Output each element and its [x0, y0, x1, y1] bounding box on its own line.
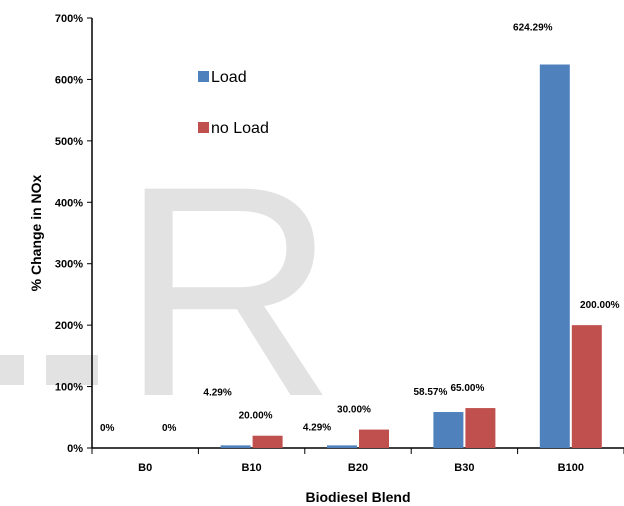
data-label: 0% [100, 423, 115, 434]
x-tick-label: B100 [558, 462, 584, 474]
x-tick-label: B20 [348, 462, 368, 474]
legend-swatch-load [198, 71, 209, 82]
legend-label-no-load: no Load [211, 120, 269, 137]
data-label: 4.29% [303, 422, 331, 433]
data-label: 0% [162, 423, 177, 434]
y-ticks: 0% 100% 200% 300% 400% 500% 600% 700% [55, 13, 92, 455]
y-axis-title: % Change in NOx [28, 174, 44, 291]
x-ticks: B0 B10 B20 B30 B100 [91, 448, 624, 474]
bar-load [433, 412, 464, 448]
watermark-bar [0, 355, 24, 385]
y-tick-label: 200% [55, 320, 83, 332]
x-axis-title: Biodiesel Blend [305, 489, 410, 505]
legend: Load no Load [198, 69, 269, 137]
legend-swatch-no-load [198, 122, 209, 133]
data-label: 58.57% [413, 387, 447, 398]
y-tick-label: 500% [55, 136, 83, 148]
y-tick-label: 0% [67, 443, 83, 455]
bar-no-load [571, 325, 602, 448]
bar-no-load [359, 429, 389, 448]
y-tick-label: 400% [55, 197, 83, 209]
data-label: 30.00% [337, 405, 371, 416]
y-tick-label: 300% [55, 259, 83, 271]
bar-load [539, 64, 570, 448]
y-tick-label: 600% [55, 74, 83, 86]
data-label: 20.00% [239, 411, 273, 422]
bar-load [327, 445, 357, 448]
bar-no-load [252, 435, 283, 448]
data-label: 65.00% [450, 383, 484, 394]
watermark-letter: R [120, 123, 337, 459]
legend-label-load: Load [211, 69, 247, 86]
y-tick-label: 700% [55, 13, 83, 25]
data-label: 200.00% [580, 300, 620, 311]
data-label: 4.29% [203, 387, 231, 398]
watermark: R [0, 123, 337, 459]
data-label: 624.29% [513, 23, 553, 34]
watermark-bar [46, 355, 98, 385]
bar-load [220, 445, 251, 448]
x-tick-label: B0 [138, 462, 152, 474]
bar-no-load [465, 408, 496, 448]
y-tick-label: 100% [55, 382, 83, 394]
x-tick-label: B30 [454, 462, 474, 474]
x-tick-label: B10 [242, 462, 262, 474]
data-labels: 0% 4.29% 4.29% 58.57% 624.29% 0% 20.00% 30.00% 6… [100, 23, 620, 434]
bars [220, 64, 602, 448]
